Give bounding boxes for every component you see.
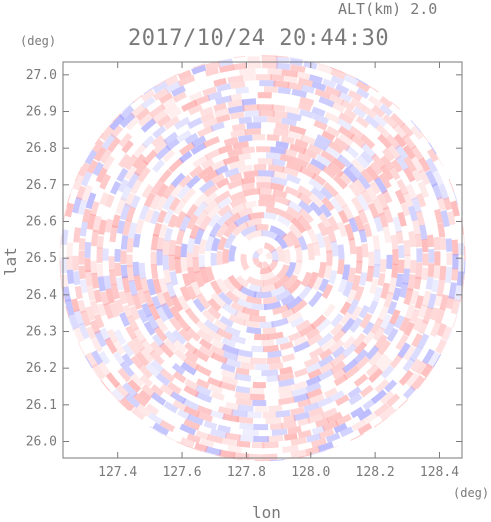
x-tick-label: 128.2 [356, 465, 395, 480]
y-tick-label: 26.6 [26, 215, 57, 230]
plot-frame [62, 61, 463, 459]
axis-ticks: 127.4 127.6 127.8 128.0 128.2 128.4 26.0 26.1 26… [26, 62, 462, 480]
y-tick-label: 26.1 [26, 398, 57, 413]
altitude-label: ALT(km) 2.0 [338, 0, 438, 18]
y-tick-label: 26.0 [26, 435, 57, 450]
y-tick-label: 26.7 [26, 178, 57, 193]
y-tick-label: 27.0 [26, 68, 57, 83]
x-tick-label: 127.6 [162, 465, 201, 480]
x-tick-label: 127.8 [227, 465, 266, 480]
x-tick-label: 128.4 [420, 465, 459, 480]
y-tick-label: 26.8 [26, 141, 57, 156]
x-tick-label: 127.4 [98, 465, 137, 480]
x-unit-label: (deg) [453, 486, 490, 500]
y-tick-label: 26.2 [26, 361, 57, 376]
timestamp-title: 2017/10/24 20:44:30 [128, 26, 390, 51]
y-unit-label: (deg) [20, 34, 57, 48]
radar-heatmap [59, 55, 466, 462]
y-tick-label: 26.4 [26, 288, 57, 303]
y-axis-label: lat [0, 247, 20, 276]
x-tick-label: 128.0 [291, 465, 330, 480]
y-tick-label: 26.5 [26, 251, 57, 266]
y-tick-label: 26.9 [26, 105, 57, 120]
y-tick-label: 26.3 [26, 325, 57, 340]
x-axis-label: lon [252, 503, 281, 522]
